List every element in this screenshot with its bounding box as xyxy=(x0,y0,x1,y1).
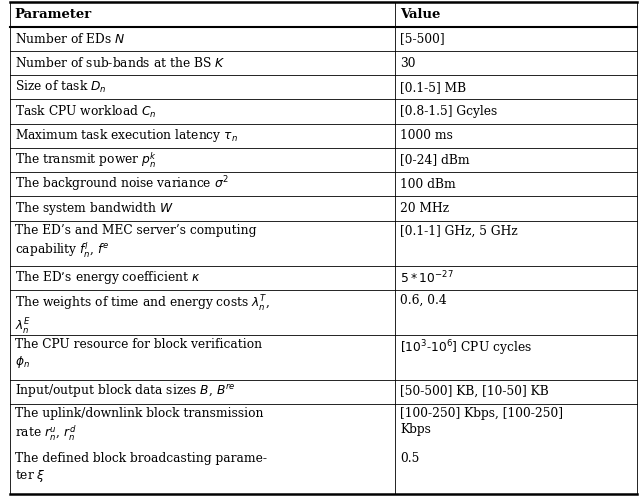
Text: The background noise variance $\sigma^2$: The background noise variance $\sigma^2$ xyxy=(15,175,228,194)
Text: The ED’s and MEC server’s computing
capability $f_n^l$, $f^e$: The ED’s and MEC server’s computing capa… xyxy=(15,224,256,260)
Text: $[10^3$-$10^6]$ CPU cycles: $[10^3$-$10^6]$ CPU cycles xyxy=(401,338,532,358)
Text: The ED’s energy coefficient $\kappa$: The ED’s energy coefficient $\kappa$ xyxy=(15,269,200,286)
Text: Input/output block data sizes $B$, $B^{re}$: Input/output block data sizes $B$, $B^{r… xyxy=(15,383,236,400)
Text: [0.1-1] GHz, 5 GHz: [0.1-1] GHz, 5 GHz xyxy=(401,224,518,237)
Text: [0.8-1.5] Gcyles: [0.8-1.5] Gcyles xyxy=(401,105,498,118)
Text: 0.5: 0.5 xyxy=(401,452,420,465)
Text: The system bandwidth $W$: The system bandwidth $W$ xyxy=(15,200,173,217)
Text: Value: Value xyxy=(401,8,441,21)
Text: 100 dBm: 100 dBm xyxy=(401,178,456,191)
Text: [5-500]: [5-500] xyxy=(401,32,445,45)
Text: [50-500] KB, [10-50] KB: [50-500] KB, [10-50] KB xyxy=(401,385,549,398)
Text: The uplink/downlink block transmission
rate $r_{n}^u$, $r_{n}^d$: The uplink/downlink block transmission r… xyxy=(15,407,263,443)
Text: Maximum task execution latency $\tau_n$: Maximum task execution latency $\tau_n$ xyxy=(15,127,237,144)
Text: [100-250] Kbps, [100-250]
Kbps: [100-250] Kbps, [100-250] Kbps xyxy=(401,407,563,436)
Text: 20 MHz: 20 MHz xyxy=(401,202,449,215)
Text: [0-24] dBm: [0-24] dBm xyxy=(401,154,470,167)
Text: $5 * 10^{-27}$: $5 * 10^{-27}$ xyxy=(401,269,454,286)
Text: The defined block broadcasting parame-
ter $\xi$: The defined block broadcasting parame- t… xyxy=(15,452,267,484)
Text: 0.6, 0.4: 0.6, 0.4 xyxy=(401,294,447,307)
Text: Number of sub-bands at the BS $K$: Number of sub-bands at the BS $K$ xyxy=(15,56,225,70)
Text: The transmit power $p_n^k$: The transmit power $p_n^k$ xyxy=(15,150,157,170)
Text: 30: 30 xyxy=(401,57,416,69)
Text: Parameter: Parameter xyxy=(15,8,92,21)
Text: Size of task $D_n$: Size of task $D_n$ xyxy=(15,79,106,95)
Text: [0.1-5] MB: [0.1-5] MB xyxy=(401,81,467,94)
Text: Task CPU workload $C_n$: Task CPU workload $C_n$ xyxy=(15,104,156,120)
Text: The CPU resource for block verification
$\phi_n$: The CPU resource for block verification … xyxy=(15,338,262,370)
Text: 1000 ms: 1000 ms xyxy=(401,129,453,142)
Text: Number of EDs $N$: Number of EDs $N$ xyxy=(15,32,125,46)
Text: The weights of time and energy costs $\lambda_n^T$,
$\lambda_n^E$: The weights of time and energy costs $\l… xyxy=(15,294,269,337)
